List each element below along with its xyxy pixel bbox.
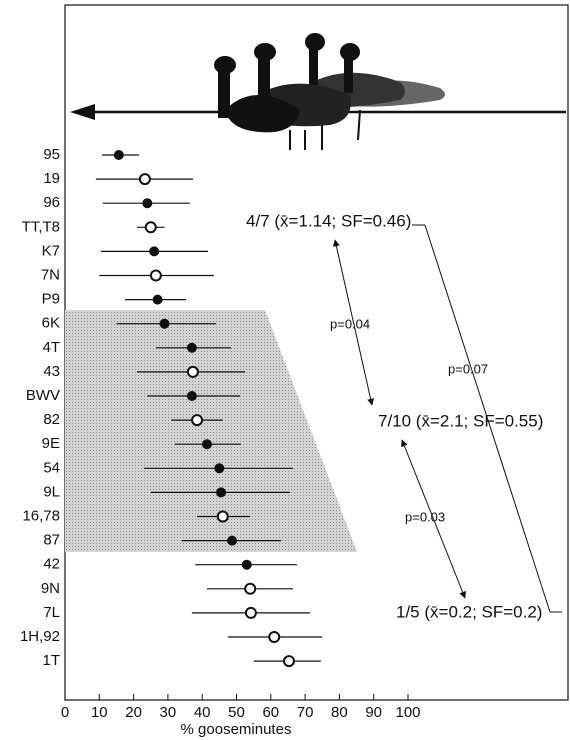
y-tick-label: 1H,92 xyxy=(20,628,60,645)
x-tick-label: 50 xyxy=(228,704,245,721)
point xyxy=(227,535,238,546)
y-tick-label: 1T xyxy=(42,652,60,669)
annotation: p=0.07 xyxy=(448,361,488,376)
point xyxy=(268,631,281,643)
annotation: 4/7 (x̄=1.14; SF=0.46) xyxy=(246,211,411,230)
y-tick-label: 82 xyxy=(43,411,60,428)
y-tick-label: TT,T8 xyxy=(22,218,60,235)
y-tick-label: 96 xyxy=(43,194,60,211)
y-tick-label: 9L xyxy=(43,483,60,500)
x-tick-label: 70 xyxy=(297,704,314,721)
point xyxy=(142,198,153,209)
point xyxy=(186,342,197,353)
annotation-lines xyxy=(332,224,562,613)
y-tick-label: 54 xyxy=(43,459,60,476)
point xyxy=(244,606,257,619)
annotation: 1/5 (x̄=0.2; SF=0.2) xyxy=(396,602,542,621)
x-axis-label: % gooseminutes xyxy=(181,721,292,738)
x-tick-label: 90 xyxy=(365,704,382,721)
y-tick-label: K7 xyxy=(42,242,60,259)
point xyxy=(241,559,252,570)
y-tick-label: 87 xyxy=(43,532,60,549)
point xyxy=(216,487,227,498)
x-tick-label: 80 xyxy=(331,704,348,721)
annotation: p=0.04 xyxy=(330,316,370,331)
point xyxy=(202,439,213,450)
x-tick-label: 0 xyxy=(61,704,69,721)
x-tick-label: 20 xyxy=(125,704,142,721)
point xyxy=(144,221,157,234)
y-tick-label: 42 xyxy=(43,556,60,573)
point xyxy=(186,391,197,401)
y-tick-label: P9 xyxy=(42,291,60,308)
y-tick-label: 16,78 xyxy=(22,507,60,524)
shaded-region xyxy=(65,310,357,552)
point xyxy=(138,173,151,186)
point xyxy=(244,582,257,595)
y-tick-label: 6K xyxy=(42,315,60,332)
point xyxy=(113,150,124,160)
y-tick-label: 9E xyxy=(42,435,60,452)
x-tick-label: 60 xyxy=(262,704,279,721)
y-tick-label: 95 xyxy=(43,146,60,163)
x-tick-label: 10 xyxy=(91,704,108,721)
point xyxy=(216,510,229,523)
y-tick-label: 7L xyxy=(43,604,60,621)
geese-illustration xyxy=(70,33,566,150)
point xyxy=(214,463,225,474)
point xyxy=(149,269,162,282)
y-tick-label: BWV xyxy=(26,387,60,404)
x-tick-label: 100 xyxy=(395,704,420,721)
point xyxy=(152,294,163,305)
annotation: 7/10 (x̄=2.1; SF=0.55) xyxy=(378,411,543,430)
point xyxy=(186,365,199,378)
y-tick-label: 7N xyxy=(41,266,60,283)
y-tick-label: 19 xyxy=(43,170,60,187)
point xyxy=(149,246,160,257)
point xyxy=(159,318,170,329)
x-tick-label: 40 xyxy=(194,704,211,721)
y-tick-label: 4T xyxy=(42,339,60,356)
annotation: p=0.03 xyxy=(405,509,445,524)
point xyxy=(282,655,295,668)
y-tick-label: 9N xyxy=(41,580,60,597)
point xyxy=(191,414,204,427)
y-tick-label: 43 xyxy=(43,363,60,380)
x-tick-label: 30 xyxy=(160,704,177,721)
